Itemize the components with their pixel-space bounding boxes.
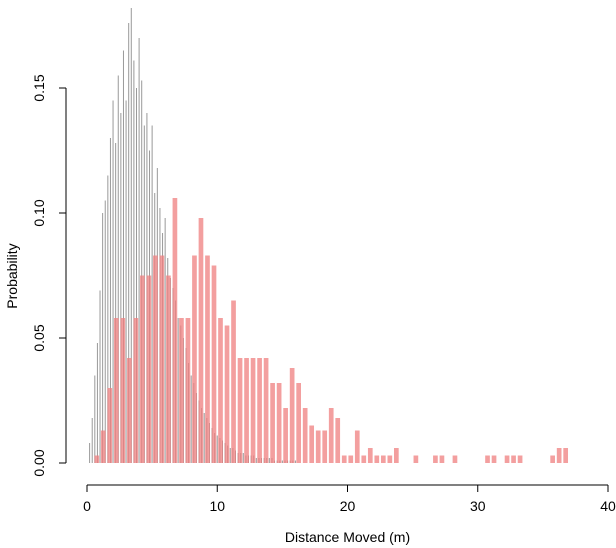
bar	[550, 455, 555, 463]
bar	[452, 455, 458, 463]
bar	[328, 408, 334, 463]
bar	[237, 358, 243, 463]
plot-area	[89, 8, 569, 463]
bar	[283, 408, 288, 463]
y-axis-label: Probability	[4, 243, 20, 308]
bar	[322, 430, 328, 463]
y-tick-label: 0.10	[31, 199, 47, 226]
bar	[380, 455, 386, 463]
bar	[309, 425, 315, 463]
bar	[100, 430, 106, 463]
bar	[341, 455, 347, 463]
y-tick-label: 0.05	[31, 324, 47, 351]
series-2	[94, 198, 569, 463]
bar	[433, 455, 438, 463]
bar	[133, 318, 139, 463]
bar	[94, 455, 100, 463]
bar	[231, 300, 236, 463]
bar	[289, 368, 295, 463]
bar	[185, 318, 191, 463]
bar	[485, 455, 490, 463]
bar	[367, 448, 373, 463]
bar	[354, 430, 360, 463]
bar	[120, 318, 126, 463]
bar	[107, 388, 113, 463]
x-tick-label: 30	[470, 498, 486, 514]
bar	[393, 448, 399, 463]
bar	[263, 358, 269, 463]
bar	[335, 418, 341, 463]
bar	[439, 455, 445, 463]
bar	[172, 198, 178, 463]
bar	[159, 255, 165, 463]
bar	[348, 455, 354, 463]
bar	[205, 255, 210, 463]
bar	[218, 318, 223, 463]
bar	[556, 448, 562, 463]
bar	[511, 455, 516, 463]
bar	[146, 275, 152, 463]
x-axis-ticks: 0 10 20 30 40	[83, 485, 616, 514]
bar	[504, 455, 510, 463]
bar	[198, 218, 204, 463]
bar	[315, 430, 321, 463]
bar	[563, 448, 569, 463]
bar	[126, 358, 132, 463]
bar	[250, 358, 256, 463]
bar	[140, 275, 145, 463]
bar	[179, 318, 184, 463]
bar	[387, 455, 393, 463]
bar	[276, 383, 282, 463]
x-tick-label: 20	[340, 498, 356, 514]
bar	[491, 455, 497, 463]
bar	[270, 383, 275, 463]
bar	[257, 358, 262, 463]
bar	[224, 325, 230, 463]
bar	[296, 383, 302, 463]
y-tick-label: 0.15	[31, 74, 47, 101]
bar	[166, 275, 171, 463]
bar	[113, 318, 119, 463]
bar	[361, 455, 367, 463]
x-tick-label: 0	[83, 498, 91, 514]
x-axis-label: Distance Moved (m)	[285, 529, 410, 545]
bar	[517, 455, 523, 463]
bar	[153, 255, 158, 463]
bar	[413, 455, 419, 463]
x-tick-label: 40	[600, 498, 616, 514]
bar	[244, 358, 249, 463]
y-tick-label: 0.00	[31, 449, 47, 476]
y-axis-ticks: 0.00 0.05 0.10 0.15	[31, 74, 66, 477]
x-tick-label: 10	[209, 498, 225, 514]
bar	[374, 455, 380, 463]
bar	[192, 255, 197, 463]
bar	[302, 408, 308, 463]
bar	[211, 265, 217, 463]
